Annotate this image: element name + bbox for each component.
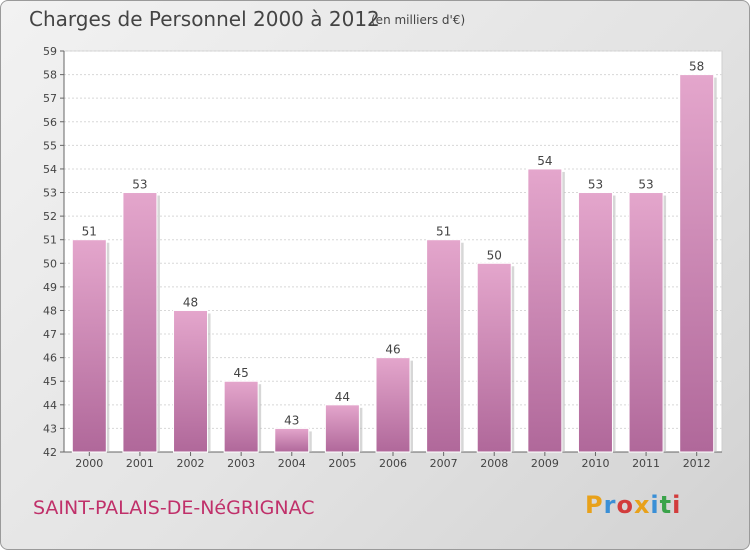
x-tick-label: 2007 [430, 457, 458, 470]
data-label: 53 [638, 178, 653, 192]
x-tick-label: 2012 [683, 457, 711, 470]
y-tick-label: 55 [43, 139, 57, 152]
y-tick-label: 45 [43, 375, 57, 388]
x-tick-label: 2008 [480, 457, 508, 470]
place-name: SAINT-PALAIS-DE-NéGRIGNAC [33, 497, 315, 519]
chart-subtitle: (en milliers d'€) [371, 13, 466, 27]
data-label: 51 [436, 225, 451, 239]
data-label: 53 [132, 178, 147, 192]
bar [476, 262, 512, 453]
bar [71, 239, 107, 453]
y-tick-label: 48 [43, 304, 57, 317]
y-tick-label: 51 [43, 234, 57, 247]
bar [274, 427, 310, 453]
y-tick-label: 52 [43, 210, 57, 223]
y-tick-label: 50 [43, 257, 57, 270]
data-label: 45 [234, 366, 249, 380]
bar [375, 357, 411, 453]
logo-letter: P [585, 491, 604, 519]
x-tick-label: 2003 [227, 457, 255, 470]
x-tick-label: 2001 [126, 457, 154, 470]
x-tick-label: 2010 [581, 457, 609, 470]
bar [679, 74, 715, 453]
y-tick-label: 49 [43, 281, 57, 294]
logo-letter: r [603, 491, 617, 519]
data-label: 50 [487, 248, 502, 262]
bar [223, 380, 259, 453]
data-label: 53 [588, 178, 603, 192]
data-label: 58 [689, 60, 704, 74]
logo-letter: i [650, 491, 660, 519]
x-tick-label: 2006 [379, 457, 407, 470]
proxiti-logo: Proxiti [585, 491, 681, 519]
y-tick-label: 54 [43, 163, 57, 176]
bar [577, 192, 613, 453]
bar [122, 192, 158, 453]
logo-letter: x [633, 491, 651, 519]
y-tick-label: 42 [43, 446, 57, 459]
data-label: 51 [82, 225, 97, 239]
y-tick-label: 44 [43, 399, 57, 412]
y-tick-label: 43 [43, 422, 57, 435]
data-label: 48 [183, 295, 198, 309]
bar [173, 309, 209, 453]
y-tick-label: 47 [43, 328, 57, 341]
logo-letter: i [672, 491, 682, 519]
x-tick-label: 2009 [531, 457, 559, 470]
x-tick-label: 2005 [328, 457, 356, 470]
y-tick-label: 46 [43, 352, 57, 365]
bar [426, 239, 462, 453]
bar [527, 168, 563, 453]
y-tick-label: 57 [43, 92, 57, 105]
x-tick-label: 2004 [278, 457, 306, 470]
data-label: 44 [335, 390, 350, 404]
data-label: 46 [385, 343, 400, 357]
bar [628, 192, 664, 453]
data-label: 54 [537, 154, 552, 168]
x-tick-label: 2000 [75, 457, 103, 470]
y-tick-label: 53 [43, 187, 57, 200]
y-tick-label: 58 [43, 69, 57, 82]
logo-letter: o [616, 491, 634, 519]
x-tick-label: 2011 [632, 457, 660, 470]
chart-title: Charges de Personnel 2000 à 2012 [29, 7, 380, 31]
y-tick-label: 56 [43, 116, 57, 129]
data-label: 43 [284, 413, 299, 427]
y-tick-label: 59 [43, 45, 57, 58]
x-tick-label: 2002 [177, 457, 205, 470]
bar [324, 404, 360, 453]
logo-letter: t [659, 491, 673, 519]
